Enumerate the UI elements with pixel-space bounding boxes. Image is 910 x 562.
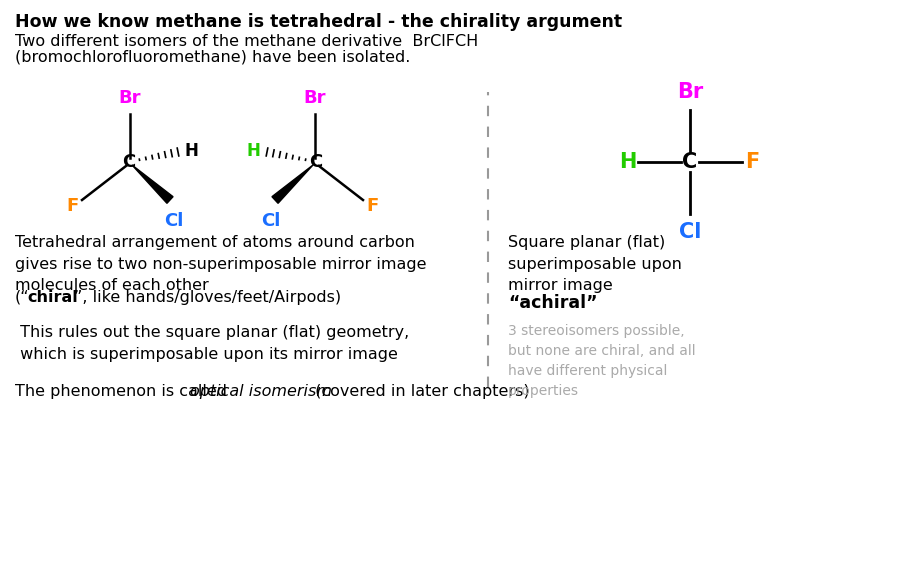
Text: ”, like hands/gloves/feet/Airpods): ”, like hands/gloves/feet/Airpods) — [74, 290, 341, 305]
Text: Square planar (flat)
superimposable upon
mirror image: Square planar (flat) superimposable upon… — [508, 235, 682, 293]
Text: Cl: Cl — [165, 212, 184, 230]
Text: H: H — [620, 152, 637, 172]
Text: (bromochlorofluoromethane) have been isolated.: (bromochlorofluoromethane) have been iso… — [15, 50, 410, 65]
Text: 3 stereoisomers possible,
but none are chiral, and all
have different physical
p: 3 stereoisomers possible, but none are c… — [508, 324, 695, 398]
Text: F: F — [745, 152, 759, 172]
Text: Br: Br — [677, 82, 703, 102]
Text: Br: Br — [118, 89, 141, 107]
Text: C: C — [122, 153, 136, 171]
Text: This rules out the square planar (flat) geometry,
 which is superimposable upon : This rules out the square planar (flat) … — [15, 325, 410, 361]
Text: F: F — [66, 197, 78, 215]
Text: Cl: Cl — [679, 222, 702, 242]
Polygon shape — [272, 165, 313, 203]
Text: H: H — [246, 142, 260, 160]
Text: chiral: chiral — [27, 290, 77, 305]
Text: F: F — [367, 197, 379, 215]
Text: (covered in later chapters): (covered in later chapters) — [310, 384, 530, 399]
Polygon shape — [132, 165, 173, 203]
Text: Br: Br — [304, 89, 327, 107]
Text: The phenomenon is called: The phenomenon is called — [15, 384, 232, 399]
Text: H: H — [185, 142, 199, 160]
Text: C: C — [309, 153, 323, 171]
Text: How we know methane is tetrahedral - the chirality argument: How we know methane is tetrahedral - the… — [15, 13, 622, 31]
Text: (“: (“ — [15, 290, 30, 305]
Text: “achiral”: “achiral” — [508, 294, 598, 312]
Text: optical isomerism: optical isomerism — [190, 384, 332, 399]
Text: C: C — [682, 152, 698, 172]
Text: Two different isomers of the methane derivative  BrClFCH: Two different isomers of the methane der… — [15, 34, 479, 49]
Text: Cl: Cl — [261, 212, 280, 230]
Text: Tetrahedral arrangement of atoms around carbon
gives rise to two non-superimposa: Tetrahedral arrangement of atoms around … — [15, 235, 427, 293]
